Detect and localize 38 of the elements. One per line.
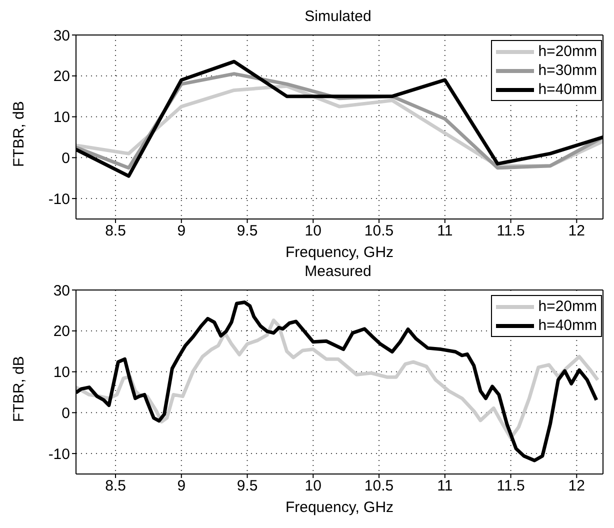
y-tick-label: 0 (62, 150, 70, 167)
x-tick-label: 10.5 (364, 222, 394, 240)
x-tick-label: 8.5 (105, 222, 126, 240)
legend-label: h=20mm (538, 43, 597, 60)
x-tick-label: 10 (304, 478, 322, 495)
x-tick-label: 9.5 (236, 222, 258, 240)
x-axis-title: Frequency, GHz (285, 499, 394, 516)
y-axis-title: FTBR, dB (10, 101, 28, 167)
x-tick-label: 9.5 (236, 478, 258, 495)
x-tick-label: 10 (304, 222, 322, 240)
y-tick-label: -10 (48, 446, 70, 463)
line-series (76, 318, 600, 440)
x-axis-title: Frequency, GHz (285, 244, 394, 261)
x-tick-label: 8.5 (105, 478, 126, 495)
legend-label: h=20mm (538, 298, 597, 315)
x-tick-label: 10.5 (364, 478, 394, 495)
y-tick-label: 0 (62, 404, 70, 422)
x-tick-label: 12 (568, 222, 585, 240)
x-tick-label: 11 (437, 222, 453, 240)
y-tick-label: 10 (53, 364, 70, 382)
y-tick-label: 30 (53, 282, 70, 300)
y-tick-label: 30 (53, 27, 70, 44)
chart-title: Simulated (304, 8, 372, 27)
y-tick-label: -10 (48, 190, 70, 208)
x-tick-label: 12 (568, 478, 585, 495)
y-axis-title: FTBR, dB (10, 356, 28, 422)
y-tick-label: 20 (53, 68, 70, 86)
x-tick-label: 11.5 (496, 222, 525, 240)
x-tick-label: 9 (177, 478, 186, 495)
legend-label: h=40mm (538, 81, 597, 98)
x-tick-label: 9 (177, 222, 186, 240)
legend-label: h=40mm (538, 317, 597, 334)
x-tick-label: 11.5 (496, 478, 525, 495)
y-tick-label: 10 (53, 109, 70, 126)
x-tick-label: 11 (437, 478, 453, 495)
y-tick-label: 20 (53, 323, 70, 340)
chart-title: Measured (304, 263, 372, 282)
legend-label: h=30mm (538, 62, 597, 79)
